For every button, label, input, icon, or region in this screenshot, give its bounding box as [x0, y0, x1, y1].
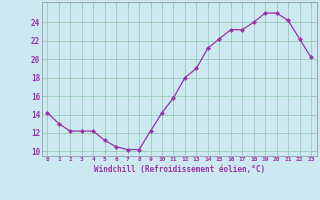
X-axis label: Windchill (Refroidissement éolien,°C): Windchill (Refroidissement éolien,°C) [94, 165, 265, 174]
